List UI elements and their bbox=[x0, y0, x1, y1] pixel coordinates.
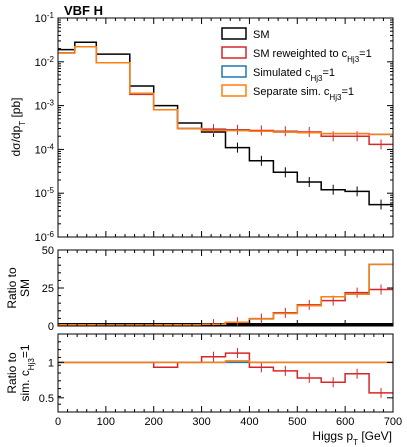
series-ratio-to-sm-3 bbox=[58, 263, 393, 326]
legend-label: SM reweighted to cHj3=1 bbox=[253, 48, 372, 64]
x-tick-label: 200 bbox=[145, 416, 163, 428]
legend-label: Separate sim. cHj3=1 bbox=[253, 86, 354, 102]
ratio-sim-x-ticks bbox=[57, 334, 394, 412]
legend-swatch bbox=[221, 46, 247, 59]
series-ratio-to-sm-1 bbox=[58, 288, 393, 326]
ratio-sim-panel: 0.51 Ratio tosim. cHj3=1 bbox=[5, 333, 394, 413]
ratio-sm-frame bbox=[57, 249, 394, 327]
legend-swatch bbox=[221, 84, 247, 97]
x-tick-label: 400 bbox=[240, 416, 258, 428]
x-tick-label: 700 bbox=[384, 416, 402, 428]
y-tick-label: 10-6 bbox=[35, 230, 55, 245]
chart-title: VBF H bbox=[64, 3, 103, 18]
x-tick-label: 500 bbox=[288, 416, 306, 428]
ratio-sm-series-group bbox=[58, 263, 393, 326]
main-frame bbox=[57, 17, 394, 238]
y-tick-label: 10-1 bbox=[35, 11, 55, 26]
ratio-sm-y-ticks: 0 25 50 bbox=[42, 245, 393, 333]
main-y-axis-label: dσ/dpT [pb] bbox=[9, 97, 27, 156]
y-tick-label: 10-3 bbox=[35, 98, 55, 113]
series-ratio-to-sm-2 bbox=[58, 263, 393, 326]
y-tick-label: 25 bbox=[42, 283, 54, 295]
ratio-sim-y-axis-label: Ratio tosim. cHj3=1 bbox=[5, 344, 36, 401]
legend: SM SM reweighted to cHj3=1 Simulated cHj3=… bbox=[221, 27, 372, 102]
y-tick-label: 0 bbox=[48, 321, 54, 333]
y-tick-label: 50 bbox=[42, 245, 54, 257]
ratio-sim-y-ticks: 0.51 bbox=[39, 333, 393, 413]
series-main-3 bbox=[58, 46, 393, 136]
ratio-sm-y-axis-label: Ratio toSM bbox=[5, 267, 32, 309]
y-tick-label: 1 bbox=[48, 357, 54, 369]
series-ratio-to-sim-0 bbox=[58, 352, 393, 394]
legend-swatch bbox=[221, 65, 247, 78]
x-tick-label: 0 bbox=[55, 416, 61, 428]
series-ratio-to-sim-2 bbox=[58, 360, 393, 364]
legend-label: SM bbox=[253, 29, 270, 41]
x-tick-label: 100 bbox=[97, 416, 115, 428]
main-panel: 10-610-510-410-310-210-1 dσ/dpT [pb] SMS… bbox=[9, 11, 394, 245]
legend-label: Simulated cHj3=1 bbox=[253, 67, 335, 83]
legend-swatch bbox=[221, 27, 247, 40]
x-tick-label: 600 bbox=[336, 416, 354, 428]
y-tick-label: 10-2 bbox=[35, 54, 55, 69]
x-axis-label: Higgs pT [GeV] bbox=[312, 429, 392, 447]
y-tick-label: 10-5 bbox=[35, 186, 55, 201]
ratio-sim-frame bbox=[57, 333, 394, 413]
ratio-sm-panel: 0 25 50 Ratio toSM bbox=[5, 245, 394, 333]
ratio-sim-series-group bbox=[58, 348, 393, 398]
ratio-sm-x-ticks bbox=[57, 250, 394, 326]
y-tick-label: 10-4 bbox=[35, 142, 55, 157]
x-tick-label: 300 bbox=[192, 416, 210, 428]
main-series-group bbox=[58, 41, 393, 210]
y-tick-label: 0.5 bbox=[39, 393, 54, 405]
x-tick-labels: 0 100 200 300 400 500 600 700 bbox=[55, 416, 402, 428]
